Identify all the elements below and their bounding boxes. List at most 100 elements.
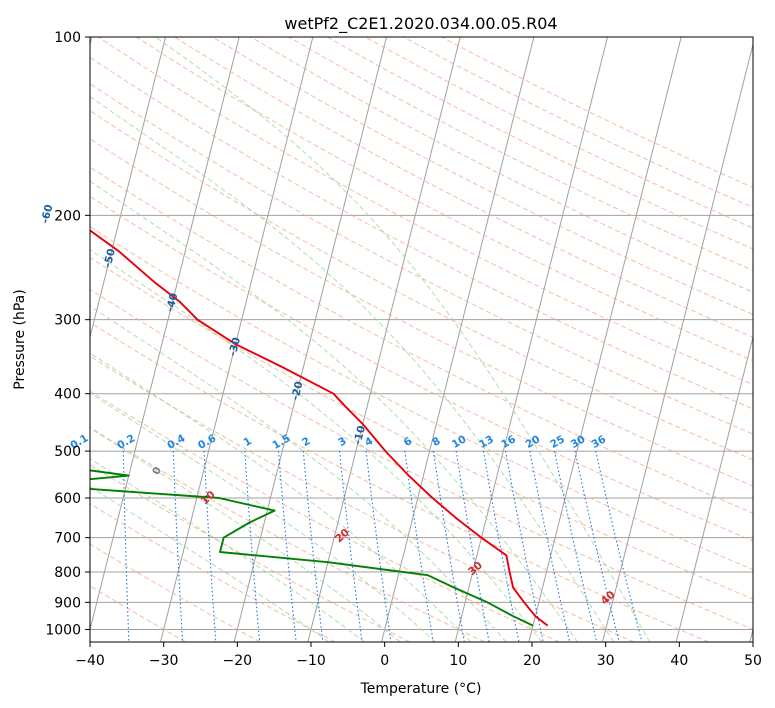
dry-adiabat-line bbox=[90, 137, 753, 487]
x-tick-label: 40 bbox=[670, 653, 688, 669]
isotherm-line bbox=[90, 37, 167, 339]
isotherm-line bbox=[602, 42, 753, 642]
y-axis-label: Pressure (hPa) bbox=[12, 289, 28, 389]
dry-adiabat-line bbox=[90, 464, 411, 642]
mixing-ratio-label: 1.5 bbox=[270, 432, 292, 452]
mixing-ratio-label: 13 bbox=[477, 433, 496, 451]
y-tick-label: 800 bbox=[54, 565, 81, 581]
y-tick-label: 500 bbox=[54, 444, 81, 460]
dry-adiabat-line bbox=[90, 256, 753, 600]
moist-adiabat-line bbox=[90, 457, 365, 642]
temperature-line bbox=[90, 229, 549, 627]
x-tick-label: 20 bbox=[523, 653, 541, 669]
x-tick-label: 0 bbox=[380, 653, 389, 669]
dry-adiabat-line bbox=[90, 390, 560, 642]
mixing-ratio-line bbox=[574, 450, 620, 642]
mixing-ratio-line bbox=[432, 451, 465, 642]
dry-adiabat-line bbox=[364, 37, 753, 229]
mixing-ratio-label: 20 bbox=[524, 433, 543, 451]
isotherm-label: -40 bbox=[164, 292, 180, 313]
dry-adiabat-line bbox=[90, 110, 753, 461]
dry-adiabat-label: 30 bbox=[466, 559, 485, 578]
y-tick-label: 1000 bbox=[45, 622, 81, 638]
x-tick-label: 30 bbox=[597, 653, 615, 669]
moist-adiabat-line bbox=[155, 37, 651, 642]
mixing-ratio-line bbox=[122, 451, 130, 642]
isotherm-label: -60 bbox=[39, 203, 55, 224]
dry-adiabat-line bbox=[90, 321, 709, 642]
dry-adiabat-line bbox=[136, 37, 753, 362]
mixing-ratio-line bbox=[595, 450, 643, 642]
x-tick-label: 10 bbox=[449, 653, 467, 669]
mixing-ratio-line bbox=[365, 451, 392, 642]
moist-adiabat-line bbox=[90, 249, 543, 642]
dry-adiabat-line bbox=[90, 585, 186, 642]
isotherm-line bbox=[454, 37, 609, 642]
mixing-ratio-line bbox=[554, 450, 598, 642]
isotherm-label: -30 bbox=[227, 336, 243, 357]
isotherm-line bbox=[528, 37, 682, 642]
mixing-ratio-label: 0.4 bbox=[165, 432, 187, 452]
isotherm-line bbox=[90, 37, 240, 632]
y-tick-label: 900 bbox=[54, 595, 81, 611]
y-tick-label: 100 bbox=[54, 30, 81, 46]
isotherm-label: -20 bbox=[289, 380, 305, 401]
moist-adiabat-line bbox=[90, 485, 330, 642]
isotherm-label: -50 bbox=[102, 248, 118, 269]
dry-adiabat-line bbox=[90, 56, 753, 410]
dry-adiabat-line bbox=[97, 37, 753, 386]
mixing-ratio-line bbox=[505, 451, 544, 642]
mixing-ratio-line bbox=[404, 451, 434, 642]
x-tick-label: −20 bbox=[223, 653, 253, 669]
dry-adiabat-line bbox=[250, 37, 753, 293]
y-tick-label: 200 bbox=[54, 208, 81, 224]
moist-adiabat-line bbox=[90, 305, 507, 642]
mixing-ratio-label: 3 bbox=[336, 435, 348, 449]
dewpoint-line bbox=[90, 469, 534, 627]
dry-adiabat-line bbox=[288, 37, 753, 271]
mixing-ratio-line bbox=[302, 451, 324, 642]
mixing-ratio-label: 0.2 bbox=[115, 432, 137, 452]
dry-adiabat-line bbox=[90, 288, 753, 630]
dry-adiabat-line bbox=[212, 37, 753, 316]
mixing-ratio-line bbox=[203, 451, 217, 642]
moist-adiabat-line bbox=[90, 96, 614, 642]
mixing-ratio-label: 1 bbox=[242, 435, 254, 449]
mixing-ratio-label: 8 bbox=[430, 435, 442, 449]
dry-adiabat-line bbox=[174, 37, 753, 338]
moist-adiabat-line bbox=[90, 427, 401, 642]
mixing-ratio-label: 16 bbox=[499, 433, 518, 451]
mixing-ratio-line bbox=[482, 451, 520, 642]
y-tick-label: 300 bbox=[54, 313, 81, 329]
moist-adiabat-line bbox=[90, 352, 472, 642]
isotherm-line bbox=[233, 37, 388, 642]
dry-adiabat-label: 10 bbox=[199, 489, 218, 508]
isotherm-label: -10 bbox=[352, 425, 368, 446]
moist-adiabat-label: 0 bbox=[150, 465, 164, 477]
dry-adiabat-line bbox=[441, 37, 753, 189]
mixing-ratio-line bbox=[277, 451, 297, 642]
dry-adiabat-line bbox=[90, 503, 336, 642]
x-tick-label: −30 bbox=[149, 653, 179, 669]
y-tick-label: 700 bbox=[54, 531, 81, 547]
x-axis-label: Temperature (°C) bbox=[360, 681, 482, 697]
x-tick-label: −40 bbox=[75, 653, 105, 669]
dry-adiabat-line bbox=[403, 37, 753, 209]
isotherm-line bbox=[675, 334, 753, 642]
dry-adiabat-line bbox=[326, 37, 753, 250]
mixing-ratio-line bbox=[338, 451, 363, 642]
mixing-ratio-label: 25 bbox=[548, 433, 567, 451]
mixing-ratio-label: 10 bbox=[450, 433, 469, 451]
x-tick-label: −10 bbox=[296, 653, 326, 669]
moist-adiabat-line bbox=[90, 180, 578, 642]
isotherm-line bbox=[749, 627, 753, 642]
plot-frame bbox=[89, 36, 754, 643]
dry-adiabat-line bbox=[90, 166, 753, 514]
y-tick-label: 400 bbox=[54, 387, 81, 403]
mixing-ratio-label: 30 bbox=[569, 433, 588, 451]
dry-adiabat-line bbox=[90, 355, 635, 642]
mixing-ratio-line bbox=[455, 451, 490, 642]
mixing-ratio-line bbox=[172, 451, 184, 642]
y-tick-label: 600 bbox=[54, 491, 81, 507]
